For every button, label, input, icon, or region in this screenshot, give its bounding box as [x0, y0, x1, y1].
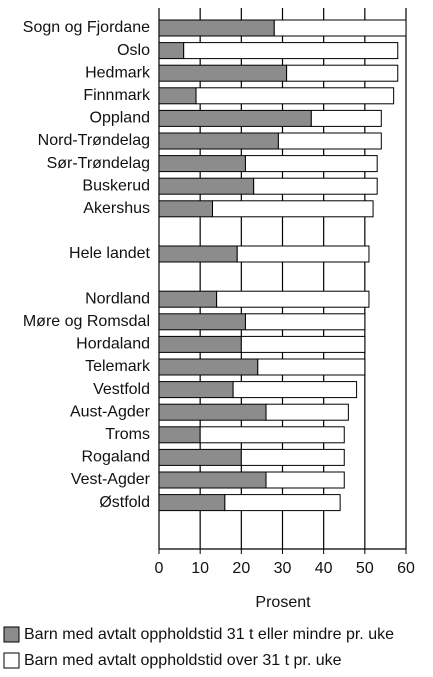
- y-tick-label: Vest-Agder: [71, 471, 151, 488]
- y-tick-label: Nord-Trøndelag: [38, 132, 150, 149]
- bar-segment: [240, 335, 366, 353]
- bar-segment: [212, 200, 374, 218]
- bar-segment: [158, 42, 185, 60]
- bar-segment: [158, 290, 218, 308]
- y-tick-label: Møre og Romsdal: [23, 313, 150, 330]
- bar-segment: [286, 64, 399, 82]
- legend-label: Barn med avtalt oppholdstid over 31 t pr…: [24, 652, 342, 669]
- bar-segment: [158, 381, 234, 399]
- x-axis-label: Prosent: [255, 594, 311, 611]
- bar-segment: [310, 109, 382, 127]
- bar-segment: [244, 313, 366, 331]
- legend-swatch: [3, 652, 20, 669]
- x-tick-label: 60: [397, 560, 415, 577]
- bar-segment: [265, 471, 345, 489]
- x-tick-label: 50: [356, 560, 374, 577]
- bar-segment: [257, 358, 366, 376]
- y-tick-label: Akershus: [83, 200, 150, 217]
- bar-segment: [158, 155, 246, 173]
- bar-segment: [195, 87, 395, 105]
- bar-segment: [158, 245, 238, 263]
- bar-segment: [277, 132, 382, 150]
- bar-segment: [158, 426, 201, 444]
- bar-segment: [244, 155, 378, 173]
- y-tick-label: Nordland: [85, 290, 150, 307]
- y-tick-label: Vestfold: [93, 381, 150, 398]
- y-tick-label: Hele landet: [69, 245, 151, 262]
- bar-segment: [158, 335, 242, 353]
- bar-segment: [273, 19, 407, 37]
- bar-segment: [158, 177, 255, 195]
- y-tick-label: Hordaland: [76, 336, 150, 353]
- y-tick-label: Buskerud: [82, 177, 150, 194]
- bar-segment: [224, 494, 341, 512]
- bar-segment: [253, 177, 378, 195]
- bar-segment: [232, 381, 358, 399]
- y-tick-label: Østfold: [99, 494, 150, 511]
- bar-segment: [183, 42, 399, 60]
- y-tick-label: Sogn og Fjordane: [23, 19, 150, 36]
- y-tick-label: Telemark: [85, 358, 151, 375]
- bar-segment: [158, 87, 197, 105]
- bar-segment: [158, 448, 242, 466]
- y-tick-label: Oppland: [90, 110, 151, 127]
- y-tick-label: Aust-Agder: [70, 403, 151, 420]
- x-tick-label: 40: [315, 560, 333, 577]
- bar-segment: [265, 403, 349, 421]
- bar-segment: [158, 19, 275, 37]
- bar-segment: [236, 245, 370, 263]
- x-tick-label: 30: [274, 560, 292, 577]
- bar-segment: [216, 290, 370, 308]
- legend-swatch: [3, 626, 20, 643]
- x-tick-label: 20: [232, 560, 250, 577]
- y-tick-label: Troms: [105, 426, 150, 443]
- bar-segment: [158, 403, 267, 421]
- x-tick-label: 0: [155, 560, 164, 577]
- bar-segment: [158, 494, 226, 512]
- bar-segment: [199, 426, 345, 444]
- y-tick-label: Oslo: [117, 42, 150, 59]
- y-tick-label: Rogaland: [82, 449, 151, 466]
- bar-segment: [158, 313, 246, 331]
- bar-segment: [158, 109, 312, 127]
- legend-label: Barn med avtalt oppholdstid 31 t eller m…: [24, 626, 394, 643]
- y-tick-label: Finnmark: [83, 87, 151, 104]
- bar-segment: [158, 200, 214, 218]
- bar-segment: [240, 448, 345, 466]
- bar-segment: [158, 64, 288, 82]
- y-tick-label: Hedmark: [85, 64, 151, 81]
- bar-segment: [158, 471, 267, 489]
- bar-segment: [158, 358, 259, 376]
- x-tick-label: 10: [191, 560, 209, 577]
- y-tick-label: Sør-Trøndelag: [47, 155, 150, 172]
- bar-segment: [158, 132, 279, 150]
